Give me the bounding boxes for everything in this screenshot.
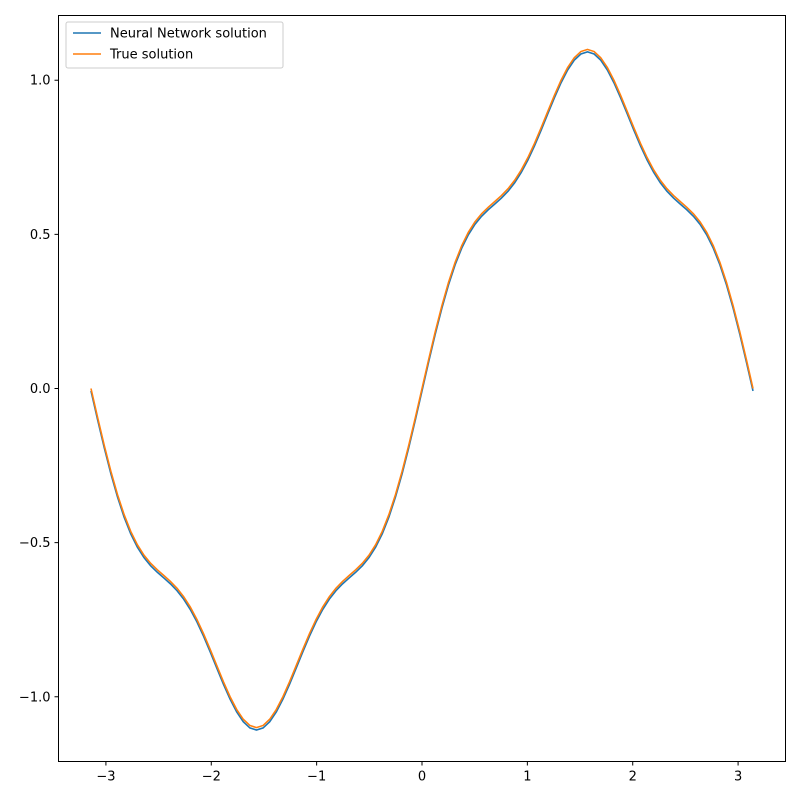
legend-box	[65, 21, 284, 69]
x-tick-label: −1	[307, 770, 326, 785]
y-tick-label: 0.0	[30, 382, 51, 397]
legend: Neural Network solution True solution	[65, 21, 284, 69]
series-line-true-solution	[90, 48, 754, 729]
series-lines	[90, 48, 754, 731]
x-tick-label: 3	[734, 770, 742, 785]
x-tick-label: −3	[96, 770, 115, 785]
x-axis: −3 −2 −1 0 1 2 3	[96, 761, 742, 785]
legend-label-neural-network: Neural Network solution	[110, 27, 267, 42]
x-tick-label: 2	[629, 770, 637, 785]
legend-label-true-solution: True solution	[109, 48, 193, 63]
x-tick-label: 0	[418, 770, 426, 785]
y-axis: −1.0 −0.5 0.0 0.5 1.0	[19, 74, 59, 705]
y-tick-label: 1.0	[30, 74, 51, 89]
y-tick-label: −0.5	[19, 536, 51, 551]
y-tick-label: −1.0	[19, 690, 51, 705]
x-tick-label: −2	[202, 770, 221, 785]
y-tick-label: 0.5	[30, 228, 51, 243]
x-tick-label: 1	[523, 770, 531, 785]
